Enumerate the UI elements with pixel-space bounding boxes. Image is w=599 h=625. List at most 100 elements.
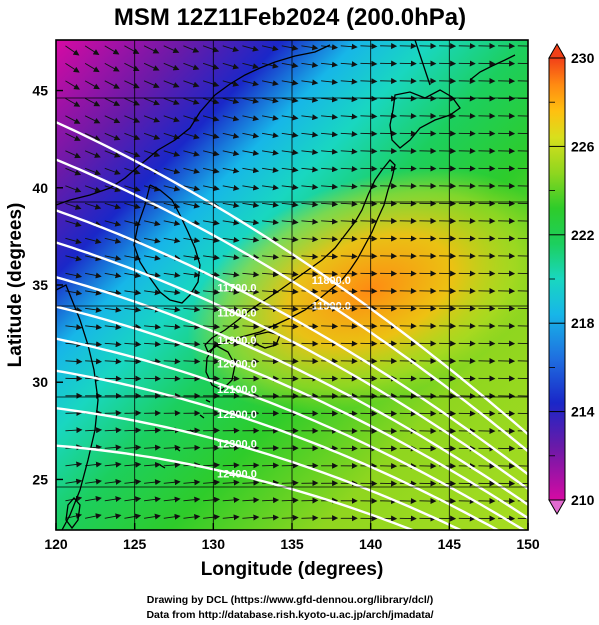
wind-arrow — [281, 184, 299, 191]
wind-arrow — [203, 496, 221, 503]
wind-arrow — [143, 150, 161, 158]
wind-arrow — [163, 289, 181, 296]
wind-arrow — [163, 80, 180, 88]
wind-arrow — [163, 496, 181, 503]
wind-arrow — [262, 358, 280, 365]
wind-arrow — [301, 305, 319, 312]
wind-arrow — [301, 236, 319, 243]
colorbar-label: 210 — [571, 492, 595, 508]
wind-arrow — [104, 237, 122, 244]
wind-arrow — [65, 132, 81, 141]
wind-arrow — [183, 62, 200, 71]
wind-arrow — [262, 219, 279, 226]
wind-arrow — [222, 202, 240, 209]
wind-arrow — [104, 444, 122, 451]
y-tick-label: 40 — [32, 180, 48, 196]
wind-arrow — [104, 185, 121, 193]
colorbar-ticks: 230 226 222 218 214 210 — [549, 50, 595, 508]
wind-arrow — [163, 461, 181, 468]
wind-arrow — [202, 80, 220, 88]
wind-arrow — [262, 184, 279, 191]
wind-arrow — [222, 340, 240, 347]
wind-arrow — [203, 306, 221, 313]
wind-arrow — [281, 218, 299, 225]
wind-arrow — [360, 78, 378, 85]
wind-arrow — [360, 183, 378, 190]
wind-arrow — [203, 237, 220, 244]
x-tick-label: 145 — [438, 536, 462, 552]
wind-arrow — [104, 478, 122, 485]
wind-arrow — [143, 62, 160, 71]
wind-arrow — [84, 80, 100, 90]
wind-arrow — [163, 444, 181, 451]
wind-arrow — [242, 45, 259, 52]
wind-arrow — [104, 324, 122, 330]
wind-arrow — [301, 253, 319, 260]
wind-arrow — [242, 80, 259, 87]
wind-arrow — [262, 62, 279, 69]
wind-arrow — [301, 218, 319, 225]
wind-arrow — [360, 130, 378, 137]
wind-arrow — [84, 237, 102, 245]
wind-arrow — [321, 253, 339, 260]
wind-arrow — [281, 497, 299, 504]
wind-arrow — [301, 514, 319, 521]
wind-arrow — [281, 479, 299, 486]
y-tick-label: 35 — [32, 277, 48, 293]
wind-arrow — [222, 45, 239, 52]
wind-arrow — [124, 185, 141, 192]
wind-arrow — [144, 341, 162, 348]
wind-arrow — [222, 514, 240, 521]
wind-arrow — [242, 462, 260, 469]
colorbar-top-arrow — [548, 42, 566, 59]
wind-arrow — [262, 201, 279, 208]
wind-arrow — [222, 236, 240, 243]
wind-arrow — [301, 79, 319, 86]
contour-label: 12400.0 — [217, 468, 257, 480]
wind-arrow — [242, 219, 260, 226]
wind-arrow — [183, 132, 200, 140]
colorbar-label: 218 — [571, 315, 595, 331]
wind-arrow — [65, 358, 83, 365]
y-tick-label: 45 — [32, 83, 48, 99]
wind-arrow — [183, 341, 201, 348]
wind-arrow — [203, 219, 220, 226]
wind-arrow — [202, 62, 220, 70]
contour-label: 12200.0 — [217, 409, 257, 421]
wind-arrow — [202, 45, 220, 53]
wind-arrow — [124, 461, 142, 468]
wind-arrow — [124, 132, 141, 141]
wind-arrow — [281, 271, 299, 278]
wind-arrow — [340, 288, 358, 295]
wind-arrow — [321, 79, 339, 85]
wind-arrow — [242, 62, 259, 70]
wind-arrow — [143, 115, 160, 123]
wind-arrow — [144, 427, 162, 434]
wind-arrow — [144, 323, 162, 330]
wind-arrow — [65, 167, 82, 176]
wind-arrow — [143, 132, 161, 140]
wind-arrow — [163, 306, 181, 313]
wind-arrow — [203, 254, 220, 261]
wind-arrow — [222, 254, 240, 261]
wind-arrow — [262, 462, 280, 469]
wind-arrow — [183, 45, 200, 53]
wind-arrow — [321, 96, 339, 103]
wind-arrow — [104, 289, 122, 296]
wind-arrow — [301, 131, 319, 138]
wind-arrow — [242, 271, 260, 278]
wind-arrow — [281, 288, 299, 295]
wind-arrow — [65, 478, 83, 485]
wind-arrow — [242, 236, 260, 243]
wind-arrow — [262, 323, 280, 330]
wind-arrow — [144, 513, 161, 520]
wind-arrow — [262, 97, 279, 104]
wind-arrow — [183, 479, 201, 486]
wind-arrow — [84, 132, 101, 141]
wind-arrow — [281, 44, 299, 51]
wind-arrow — [65, 427, 83, 434]
graticule — [56, 40, 528, 530]
wind-arrow — [183, 185, 200, 192]
wind-arrow — [183, 97, 200, 105]
wind-arrow — [85, 255, 102, 262]
